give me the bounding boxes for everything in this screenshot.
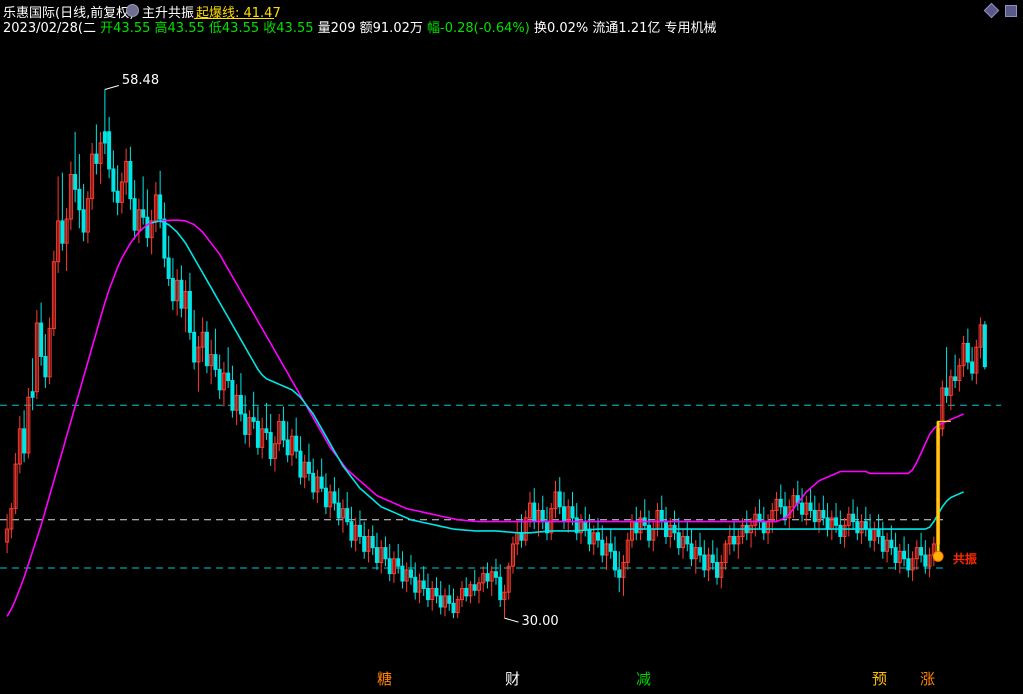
turnover-label: 换: [533, 21, 547, 36]
high-label: 高: [154, 21, 168, 36]
chart-canvas[interactable]: [0, 38, 1023, 663]
bottom-marker[interactable]: 财: [505, 670, 521, 688]
volume-label: 量: [317, 21, 331, 36]
bottom-marker[interactable]: 涨: [920, 670, 936, 688]
close-value: 43.55: [276, 21, 314, 36]
square-icon[interactable]: [1005, 5, 1017, 17]
ma-magenta-line: [6, 219, 964, 617]
horizontal-guide-lines: [0, 404, 1001, 569]
change-label: 幅: [427, 21, 441, 36]
change-value: -0.28(-0.64%): [440, 21, 530, 36]
open-value: 43.55: [113, 21, 151, 36]
bottom-marker-row: 糖财减预涨: [0, 663, 1023, 694]
high-value: 43.55: [167, 21, 205, 36]
high-price-label: 58.48: [121, 73, 160, 89]
bottom-marker[interactable]: 糖: [377, 670, 393, 688]
signal-line-label: 起爆线: 41.47: [196, 6, 281, 21]
title-bar: 乐惠国际(日线,前复权) 主升共振 起爆线: 41.47: [0, 0, 1023, 21]
signal-underline: [194, 18, 274, 19]
bottom-marker[interactable]: 减: [636, 670, 652, 688]
amount-value: 91.02万: [372, 21, 423, 36]
float-value: 1.21亿: [618, 21, 661, 36]
open-label: 开: [100, 21, 114, 36]
ma-cyan-line: [151, 220, 964, 534]
quote-info-line: 2023/02/28(二 开43.55 高43.55 低43.55 收43.55…: [3, 21, 717, 36]
diamond-icon[interactable]: [983, 2, 1000, 19]
bottom-marker[interactable]: 预: [872, 670, 888, 688]
circle-icon[interactable]: [126, 4, 139, 17]
amount-label: 额: [359, 21, 373, 36]
signal-marker: [932, 420, 951, 562]
low-value: 43.55: [221, 21, 260, 36]
resonance-annotation: 共振: [952, 552, 977, 567]
candlestick-chart[interactable]: 58.48 30.00 共振: [0, 38, 1023, 663]
float-label: 流通: [592, 21, 619, 36]
close-label: 收: [263, 21, 277, 36]
low-price-label: 30.00: [521, 614, 559, 630]
sector-label: 专用机械: [664, 21, 717, 36]
turnover-value: 0.02%: [546, 21, 589, 36]
volume-value: 209: [330, 21, 356, 36]
stock-name-label[interactable]: 乐惠国际(日线,前复权): [3, 6, 135, 21]
indicator-name-label[interactable]: 主升共振: [142, 6, 195, 21]
low-label: 低: [208, 21, 222, 36]
candle-series: [5, 85, 987, 623]
quote-date: 2023/02/28(二: [3, 21, 96, 36]
